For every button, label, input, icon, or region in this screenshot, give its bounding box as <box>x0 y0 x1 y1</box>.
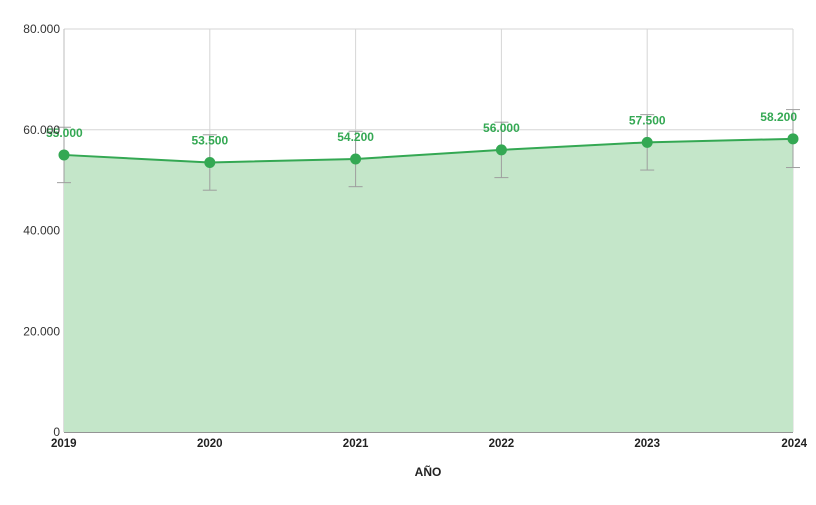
data-label: 53.500 <box>191 133 228 147</box>
data-labels: 55.000 53.500 54.200 56.000 57.500 58.200 <box>46 110 797 148</box>
y-tick-label: 40.000 <box>23 224 60 238</box>
data-point <box>641 136 653 148</box>
data-point <box>58 149 70 161</box>
series-line-layer <box>63 137 794 164</box>
data-points <box>58 133 799 168</box>
data-point <box>350 153 362 165</box>
data-label: 56.000 <box>483 121 520 135</box>
x-axis-ticks: 2019 2020 2021 2022 2023 2024 <box>51 438 808 450</box>
data-point <box>204 156 216 168</box>
x-tick-label: 2023 <box>634 438 660 450</box>
x-axis-title: AÑO <box>415 464 442 479</box>
x-tick-label: 2020 <box>197 438 223 450</box>
x-tick-label: 2024 <box>781 438 807 450</box>
y-tick-label: 80.000 <box>23 22 60 36</box>
data-label: 57.500 <box>629 113 666 127</box>
area-fill-layer <box>64 138 793 432</box>
y-axis-ticks: 0 20.000 40.000 60.000 80.000 <box>23 22 60 439</box>
y-tick-label: 0 <box>53 425 60 439</box>
y-tick-label: 20.000 <box>23 324 60 338</box>
x-tick-label: 2021 <box>343 438 369 450</box>
y-tick-label: 60.000 <box>23 123 60 137</box>
data-label: 55.000 <box>46 126 83 140</box>
data-point <box>495 144 507 156</box>
x-tick-label: 2022 <box>489 438 515 450</box>
data-point <box>787 133 799 145</box>
x-tick-label: 2019 <box>51 438 77 450</box>
data-label: 58.200 <box>760 110 797 124</box>
data-label: 54.200 <box>337 130 374 144</box>
area-fill <box>64 138 793 432</box>
series-line <box>63 137 794 164</box>
